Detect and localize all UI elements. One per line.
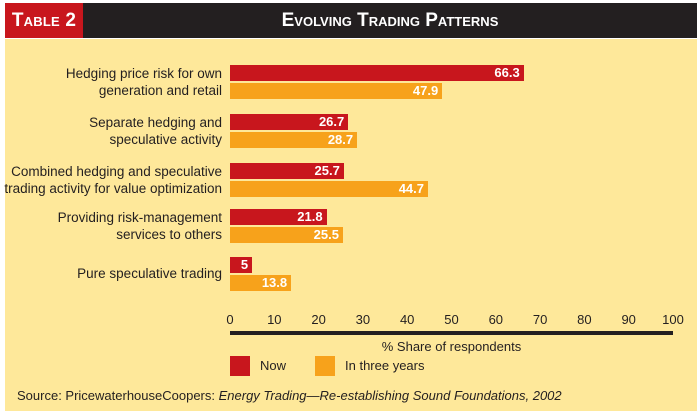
bar-now: 5 (230, 257, 253, 273)
x-tick-label: 50 (444, 312, 459, 327)
data-label: 5 (240, 257, 249, 272)
category-label: Pure speculative trading (0, 265, 222, 282)
chart-title: Evolving Trading Patterns (281, 10, 499, 31)
chart-panel: Hedging price risk for own generation and… (4, 39, 697, 411)
x-tick-label: 30 (355, 312, 371, 327)
category-label-line: services to others (116, 227, 222, 242)
data-label: 28.7 (327, 132, 354, 147)
data-label: 25.5 (313, 227, 339, 242)
x-tick-label: 100 (662, 312, 684, 327)
data-label: 26.7 (318, 114, 345, 129)
category-label: Providing risk-management services to oth… (0, 209, 222, 243)
category-label-line: Combined hedging and speculative (11, 164, 222, 179)
source-note: Source: PricewaterhouseCoopers: Energy T… (17, 388, 562, 403)
x-axis-line (230, 331, 673, 335)
x-tick-label: 40 (399, 312, 415, 327)
category-label-line: Separate hedging and (89, 115, 222, 130)
category-label-line: trading activity for value optimization (4, 181, 222, 196)
category-label-line: Hedging price risk for own (65, 66, 222, 81)
x-tick-label: 60 (488, 312, 504, 327)
category-label-line: generation and retail (98, 83, 222, 98)
x-tick-label: 80 (577, 312, 592, 327)
x-tick-label: 70 (532, 312, 548, 327)
table-number: Table 2 (5, 3, 83, 38)
category-label: Combined hedging and speculative trading … (0, 163, 222, 197)
x-tick-label: 10 (267, 312, 282, 327)
legend-label-now: Now (260, 358, 287, 373)
x-tick-label: 90 (621, 312, 636, 327)
bar-future: 25.5 (230, 227, 343, 243)
table-header: Table 2 Evolving Trading Patterns (5, 3, 697, 38)
category-label-line: speculative activity (109, 132, 222, 147)
x-tick-label: 20 (311, 312, 326, 327)
source-prefix: Source: PricewaterhouseCoopers: (17, 388, 219, 403)
x-axis-label: % Share of respondents (381, 339, 522, 354)
bar-now: 25.7 (230, 163, 344, 179)
legend-swatch-now (230, 356, 250, 376)
data-label: 25.7 (314, 163, 340, 178)
bar-future: 28.7 (230, 132, 358, 148)
bar-future: 13.8 (230, 275, 292, 291)
bar-now: 26.7 (230, 114, 349, 130)
source-title: Energy Trading—Re-establishing Sound Fou… (218, 388, 562, 403)
category-label: Separate hedging and speculative activity (0, 114, 222, 148)
legend-label-future: In three years (345, 358, 425, 373)
bar-future: 44.7 (230, 181, 429, 197)
category-label-line: Providing risk-management (57, 210, 222, 225)
category-label: Hedging price risk for own generation and… (0, 65, 222, 99)
data-label: 21.8 (297, 209, 323, 224)
bar-now: 21.8 (230, 209, 327, 225)
x-tick-label: 0 (226, 312, 234, 327)
bar-future: 47.9 (230, 83, 443, 99)
data-label: 66.3 (494, 65, 520, 80)
data-label: 47.9 (412, 83, 439, 98)
data-label: 13.8 (261, 275, 288, 290)
legend-swatch-future (315, 356, 335, 376)
data-label: 44.7 (398, 181, 425, 196)
bar-now: 66.3 (230, 65, 524, 81)
category-label-line: Pure speculative trading (77, 266, 222, 281)
